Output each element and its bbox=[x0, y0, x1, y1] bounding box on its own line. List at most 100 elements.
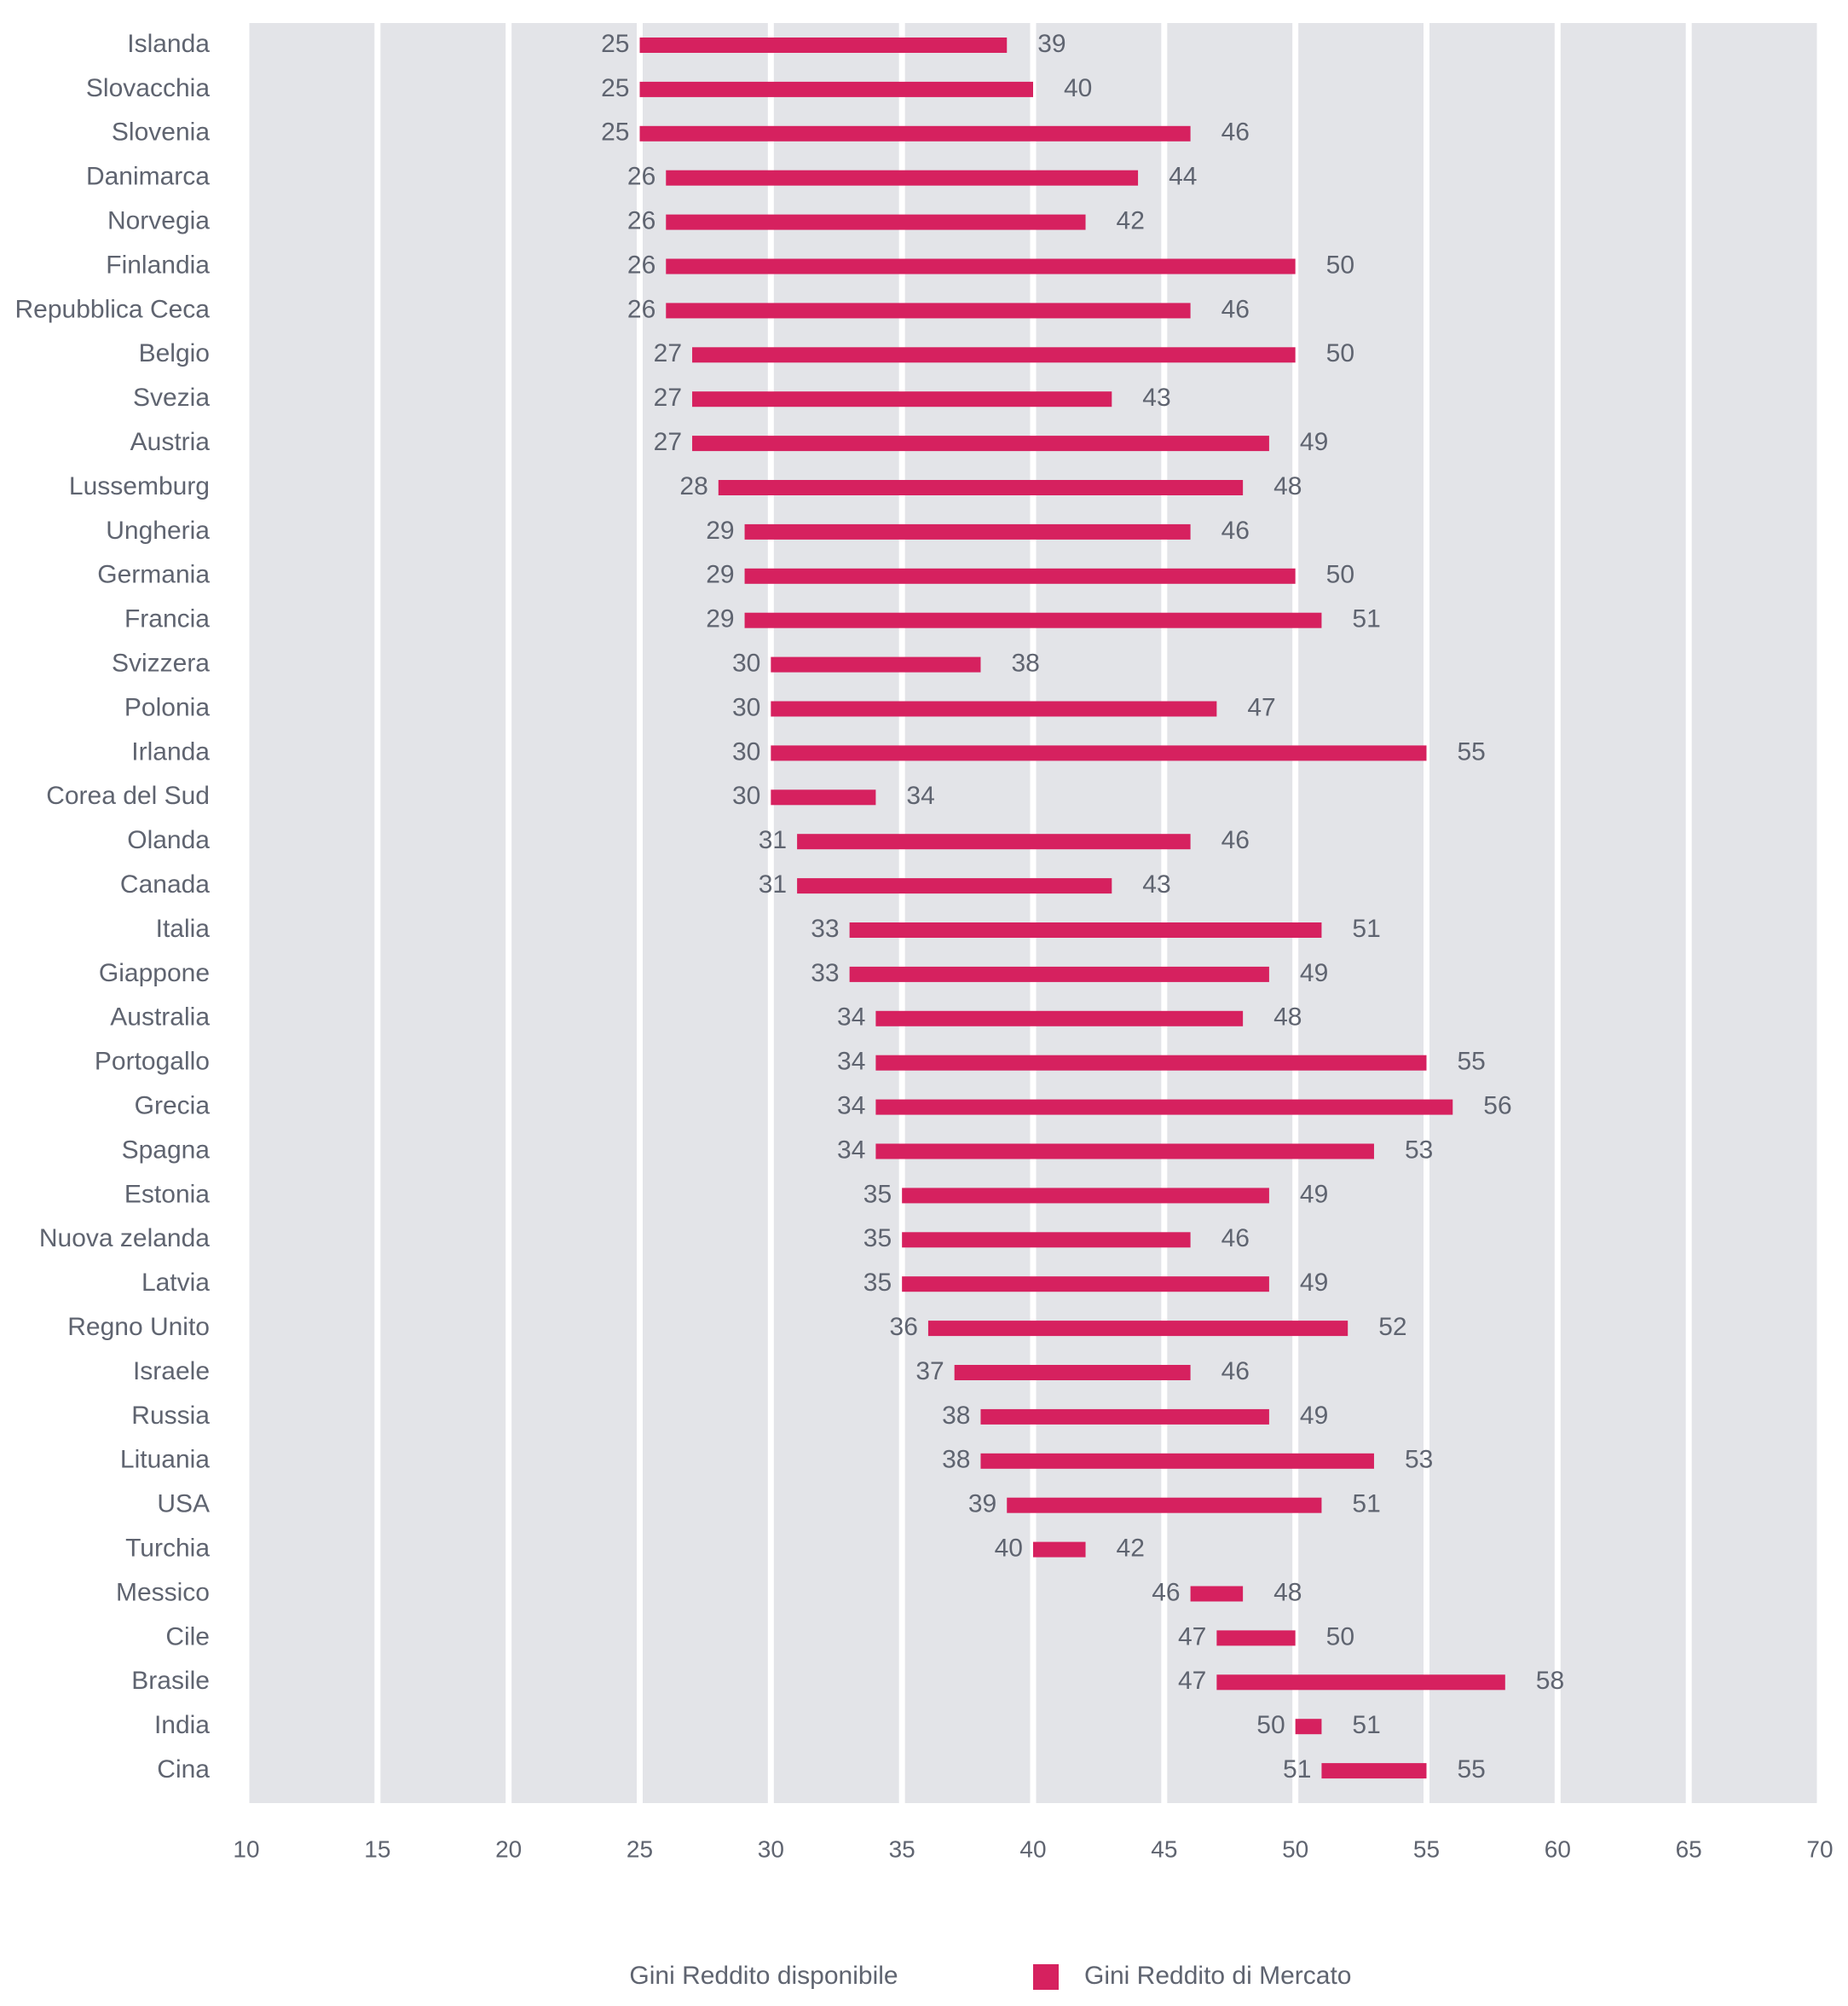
value-label: 27 bbox=[654, 339, 682, 367]
x-tick-label: 35 bbox=[889, 1835, 915, 1862]
value-label: 46 bbox=[1221, 1357, 1250, 1385]
value-label: 44 bbox=[1169, 163, 1197, 191]
value-label: 30 bbox=[732, 737, 760, 766]
value-label: 48 bbox=[1273, 472, 1302, 500]
value-label: 46 bbox=[1221, 1224, 1250, 1252]
bar bbox=[1216, 1630, 1296, 1646]
y-tick-label: Estonia bbox=[124, 1180, 210, 1208]
value-label: 27 bbox=[654, 384, 682, 412]
y-tick-label: Repubblica Ceca bbox=[15, 295, 211, 323]
value-label: 55 bbox=[1458, 737, 1486, 766]
value-label: 50 bbox=[1326, 339, 1354, 367]
value-label: 26 bbox=[627, 163, 655, 191]
y-tick-label: Germania bbox=[97, 561, 210, 589]
x-tick-label: 65 bbox=[1676, 1835, 1702, 1862]
value-label: 50 bbox=[1326, 1622, 1354, 1650]
value-label: 50 bbox=[1326, 251, 1354, 279]
value-label: 29 bbox=[706, 561, 734, 589]
value-label: 30 bbox=[732, 782, 760, 810]
bar bbox=[875, 1055, 1427, 1071]
value-label: 49 bbox=[1300, 428, 1328, 456]
y-tick-label: Polonia bbox=[124, 693, 210, 721]
value-label: 47 bbox=[1247, 693, 1275, 721]
bar bbox=[954, 1365, 1191, 1380]
value-label: 50 bbox=[1256, 1711, 1285, 1739]
bar bbox=[902, 1232, 1191, 1248]
y-tick-label: Slovenia bbox=[112, 119, 210, 147]
value-label: 25 bbox=[601, 74, 629, 102]
bar bbox=[744, 568, 1296, 584]
y-tick-label: Messico bbox=[116, 1578, 210, 1606]
y-tick-label: Danimarca bbox=[86, 163, 210, 191]
bar bbox=[744, 612, 1322, 628]
bar bbox=[902, 1188, 1269, 1204]
y-tick-label: Canada bbox=[120, 870, 210, 899]
y-tick-label: Francia bbox=[124, 605, 210, 633]
y-tick-label: Italia bbox=[156, 915, 211, 943]
value-label: 25 bbox=[601, 119, 629, 147]
value-label: 55 bbox=[1458, 1048, 1486, 1076]
value-label: 51 bbox=[1352, 1711, 1380, 1739]
value-label: 39 bbox=[1037, 30, 1065, 58]
bar bbox=[902, 1276, 1269, 1292]
legend-swatch bbox=[1033, 1964, 1059, 1990]
y-tick-label: Svizzera bbox=[112, 650, 210, 678]
value-label: 31 bbox=[759, 870, 787, 899]
y-tick-label: Lituania bbox=[120, 1446, 210, 1474]
value-label: 53 bbox=[1405, 1446, 1433, 1474]
bar bbox=[980, 1408, 1269, 1425]
value-label: 46 bbox=[1221, 826, 1250, 854]
bar bbox=[875, 1099, 1453, 1115]
y-tick-label: Belgio bbox=[139, 339, 210, 367]
y-tick-label: Nuova zelanda bbox=[39, 1224, 210, 1252]
y-tick-label: Cile bbox=[165, 1622, 210, 1650]
value-label: 49 bbox=[1300, 1402, 1328, 1430]
value-label: 35 bbox=[863, 1180, 892, 1208]
y-tick-label: Islanda bbox=[127, 30, 210, 58]
value-label: 26 bbox=[627, 207, 655, 235]
y-tick-label: Austria bbox=[130, 428, 211, 456]
value-label: 35 bbox=[863, 1269, 892, 1297]
value-label: 38 bbox=[942, 1446, 970, 1474]
bar bbox=[771, 701, 1217, 717]
value-label: 51 bbox=[1352, 605, 1380, 633]
value-label: 51 bbox=[1352, 915, 1380, 943]
y-tick-label: Spagna bbox=[122, 1136, 211, 1164]
y-tick-label: Finlandia bbox=[106, 251, 210, 279]
x-tick-label: 45 bbox=[1151, 1835, 1177, 1862]
value-label: 49 bbox=[1300, 1269, 1328, 1297]
value-label: 46 bbox=[1221, 295, 1250, 323]
x-tick-label: 60 bbox=[1545, 1835, 1571, 1862]
bar bbox=[666, 258, 1296, 275]
y-tick-label: Turchia bbox=[125, 1535, 210, 1563]
y-tick-label: Giappone bbox=[99, 959, 210, 987]
value-label: 27 bbox=[654, 428, 682, 456]
bar bbox=[980, 1453, 1374, 1469]
y-tick-label: India bbox=[154, 1711, 210, 1739]
bar bbox=[1033, 1541, 1086, 1558]
y-tick-label: Svezia bbox=[133, 384, 210, 412]
value-label: 40 bbox=[1064, 74, 1092, 102]
bar bbox=[1007, 1497, 1322, 1513]
y-tick-label: Slovacchia bbox=[86, 74, 210, 102]
value-label: 34 bbox=[906, 782, 934, 810]
value-label: 34 bbox=[837, 1003, 865, 1032]
y-tick-label: Irlanda bbox=[131, 737, 210, 766]
value-label: 31 bbox=[759, 826, 787, 854]
value-label: 49 bbox=[1300, 1180, 1328, 1208]
value-label: 47 bbox=[1178, 1667, 1206, 1695]
bar bbox=[1216, 1674, 1505, 1691]
value-label: 40 bbox=[995, 1535, 1023, 1563]
bar bbox=[1321, 1763, 1427, 1779]
bar bbox=[849, 966, 1269, 982]
y-tick-label: Latvia bbox=[141, 1269, 210, 1297]
bar bbox=[666, 303, 1191, 319]
value-label: 26 bbox=[627, 295, 655, 323]
x-tick-label: 15 bbox=[364, 1835, 390, 1862]
legend-label: Gini Reddito disponibile bbox=[629, 1962, 898, 1990]
y-tick-label: Norvegia bbox=[107, 207, 210, 235]
y-tick-label: Russia bbox=[131, 1402, 210, 1430]
value-label: 26 bbox=[627, 251, 655, 279]
bar bbox=[771, 745, 1427, 761]
bar bbox=[639, 81, 1033, 97]
